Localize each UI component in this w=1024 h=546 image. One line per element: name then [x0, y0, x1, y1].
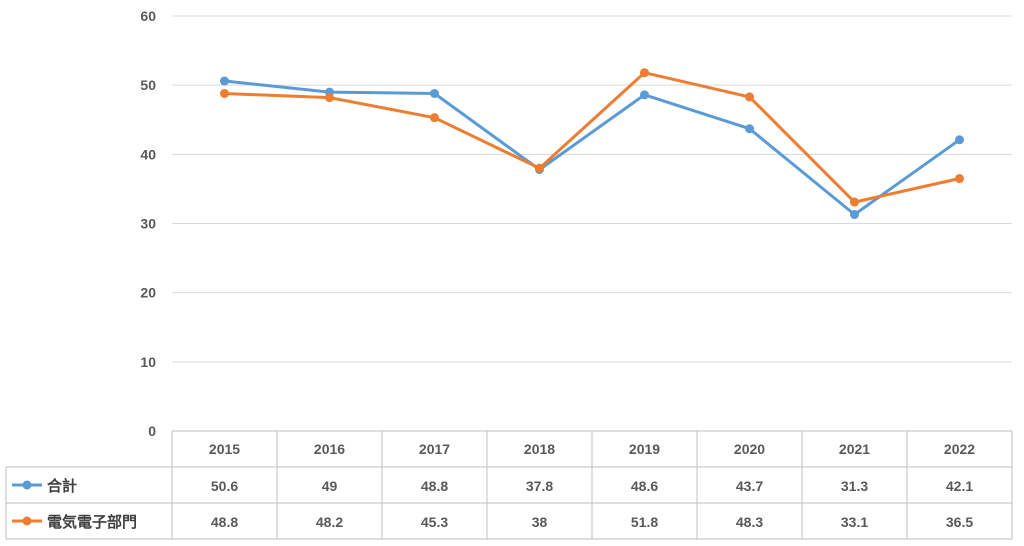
- data-value-label: 49: [322, 478, 338, 494]
- data-value-label: 48.3: [736, 514, 763, 530]
- data-point: [640, 90, 649, 100]
- data-value-label: 43.7: [736, 478, 763, 494]
- y-tick-label: 30: [140, 216, 156, 232]
- y-tick-label: 60: [140, 8, 156, 24]
- x-category-label: 2017: [419, 441, 450, 457]
- data-point: [220, 88, 229, 98]
- data-value-label: 36.5: [946, 514, 973, 530]
- data-value-label: 42.1: [946, 478, 973, 494]
- x-category-label: 2021: [839, 441, 870, 457]
- y-tick-label: 50: [140, 77, 156, 93]
- data-value-label: 48.8: [211, 514, 238, 530]
- data-point: [745, 124, 754, 134]
- x-category-label: 2016: [314, 441, 345, 457]
- data-point: [640, 68, 649, 78]
- data-point: [745, 92, 754, 102]
- legend-label: 合計: [46, 477, 77, 495]
- data-value-label: 48.8: [421, 478, 448, 494]
- data-point: [535, 163, 544, 173]
- data-value-label: 33.1: [841, 514, 868, 530]
- x-category-label: 2022: [944, 441, 975, 457]
- data-value-label: 45.3: [421, 514, 448, 530]
- y-tick-label: 0: [148, 423, 156, 439]
- data-point: [430, 113, 439, 123]
- series-line: [223, 71, 961, 204]
- data-point: [955, 135, 964, 145]
- data-value-label: 48.2: [316, 514, 343, 530]
- data-value-label: 37.8: [526, 478, 553, 494]
- y-tick-label: 10: [140, 354, 156, 370]
- legend-marker: [22, 480, 32, 490]
- x-category-label: 2020: [734, 441, 765, 457]
- data-table: 2015 2016 2017 2018 2019 2020 2021 2022 合計 50.6 49…: [5, 430, 1013, 540]
- series-lines: [220, 68, 964, 220]
- data-point: [220, 76, 229, 86]
- data-value-label: 48.6: [631, 478, 658, 494]
- y-tick-label: 20: [140, 285, 156, 301]
- legend-marker: [22, 516, 32, 526]
- data-value-label: 51.8: [631, 514, 658, 530]
- data-value-label: 38: [532, 514, 548, 530]
- data-point: [955, 174, 964, 184]
- data-point: [850, 210, 859, 220]
- legend-label: 電気電子部門: [47, 513, 137, 531]
- data-value-label: 31.3: [841, 478, 868, 494]
- y-axis: 0 10 20 30 40 50 60: [140, 8, 156, 439]
- x-category-label: 2018: [524, 441, 555, 457]
- data-point: [850, 197, 859, 207]
- series-line: [223, 79, 961, 216]
- gridlines: [172, 15, 1012, 363]
- x-category-label: 2015: [209, 441, 240, 457]
- data-point: [325, 93, 334, 103]
- y-tick-label: 40: [140, 146, 156, 162]
- data-value-label: 50.6: [211, 478, 238, 494]
- data-point: [430, 88, 439, 98]
- x-category-label: 2019: [629, 441, 660, 457]
